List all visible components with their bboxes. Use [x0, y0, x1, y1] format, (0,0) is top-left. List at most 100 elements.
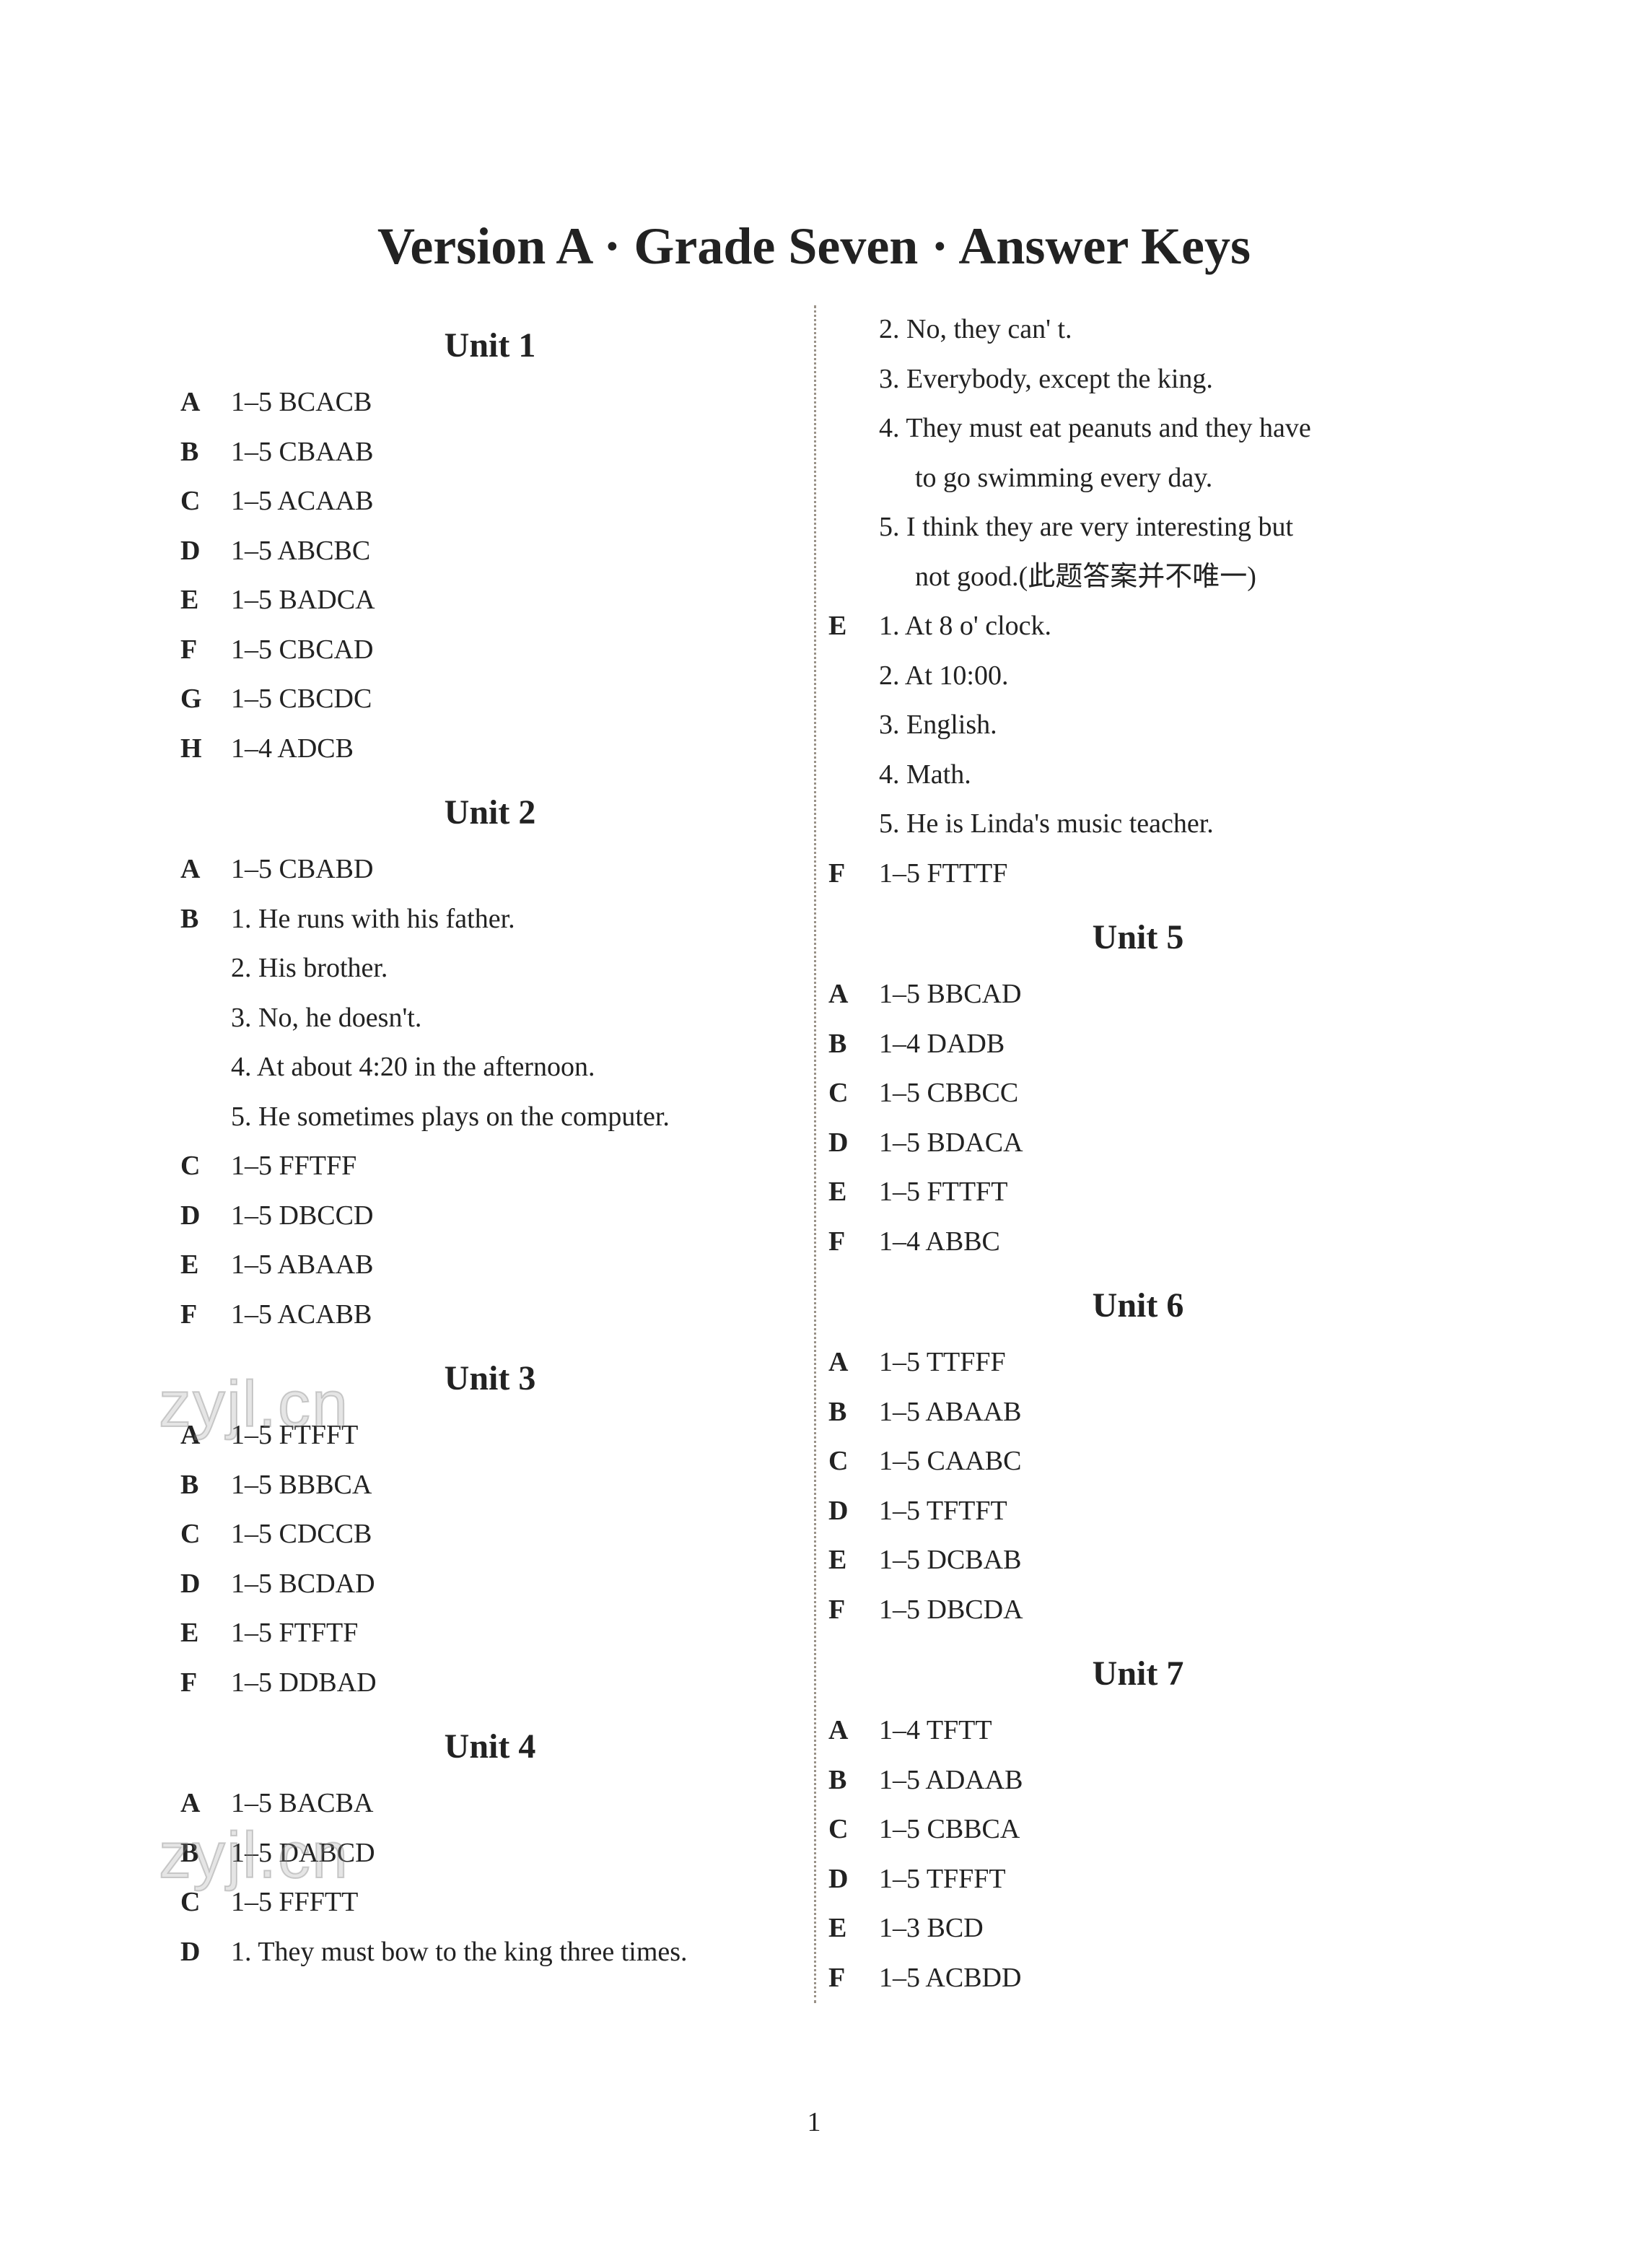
- section-label: A: [180, 1411, 231, 1460]
- answer-row: C1–5 CAABC: [828, 1437, 1448, 1486]
- answer-text: 2. His brother.: [231, 944, 800, 993]
- section-label: B: [180, 1461, 231, 1509]
- answer-text: 1–5 CBCDC: [231, 675, 800, 723]
- section-label: F: [828, 1954, 879, 2002]
- section-label: B: [828, 1020, 879, 1068]
- answer-row: D1–5 DBCCD: [180, 1192, 800, 1240]
- section-label: D: [180, 1192, 231, 1240]
- section-label: F: [828, 1586, 879, 1634]
- section-label: B: [180, 895, 231, 943]
- answer-text: 1–5 BCDAD: [231, 1560, 800, 1608]
- answer-subrow: 4. At about 4:20 in the afternoon.: [180, 1043, 800, 1091]
- answer-text: 5. I think they are very interesting but: [879, 503, 1448, 551]
- unit-heading: Unit 5: [828, 917, 1448, 957]
- answer-row: E1–5 FTTFT: [828, 1168, 1448, 1216]
- answer-text: 1–5 BDACA: [879, 1119, 1448, 1167]
- answer-text: 1–4 DADB: [879, 1020, 1448, 1068]
- section-label: D: [828, 1855, 879, 1903]
- section-label: B: [828, 1756, 879, 1805]
- answer-text: 1–5 BBCAD: [879, 970, 1448, 1019]
- answer-text: 5. He is Linda's music teacher.: [879, 800, 1448, 848]
- answer-text: 1–5 ACAAB: [231, 477, 800, 525]
- columns: Unit 1A1–5 BCACBB1–5 CBAABC1–5 ACAABD1–5…: [166, 305, 1462, 2003]
- answer-row: E1–5 DCBAB: [828, 1536, 1448, 1584]
- section-label-empty: [180, 1043, 231, 1091]
- answer-row: D1–5 TFTFT: [828, 1487, 1448, 1535]
- answer-text: 1–5 DDBAD: [231, 1659, 800, 1707]
- answer-subrow: 3. English.: [828, 701, 1448, 749]
- answer-row: E1–5 ABAAB: [180, 1241, 800, 1289]
- section-label: H: [180, 725, 231, 773]
- answer-subrow: not good.(此题答案并不唯一): [828, 553, 1448, 601]
- answer-text: 1–5 TTFFF: [879, 1338, 1448, 1387]
- answer-row: C1–5 CBBCC: [828, 1069, 1448, 1117]
- answer-text: 1–5 BADCA: [231, 576, 800, 624]
- answer-text: 1–5 ABAAB: [879, 1388, 1448, 1436]
- section-label: E: [180, 1609, 231, 1657]
- section-label: A: [180, 378, 231, 427]
- answer-text: 1–4 ADCB: [231, 725, 800, 773]
- answer-row: D1. They must bow to the king three time…: [180, 1928, 800, 1976]
- section-label-empty: [828, 751, 879, 799]
- section-label: C: [180, 477, 231, 525]
- unit-heading: Unit 6: [828, 1286, 1448, 1325]
- answer-subrow: 5. He sometimes plays on the computer.: [180, 1093, 800, 1141]
- answer-text: 1–5 TFFFT: [879, 1855, 1448, 1903]
- page: Version A · Grade Seven · Answer Keys Un…: [0, 0, 1628, 2268]
- section-label: E: [828, 602, 879, 650]
- answer-row: F1–5 FTTTF: [828, 850, 1448, 898]
- section-label: B: [828, 1388, 879, 1436]
- section-label-empty: [828, 454, 879, 502]
- section-label: [828, 305, 879, 354]
- answer-text: 1–5 BACBA: [231, 1779, 800, 1828]
- section-label-empty: [828, 800, 879, 848]
- answer-text: 1–4 ABBC: [879, 1218, 1448, 1266]
- section-label: D: [828, 1487, 879, 1535]
- answer-row: B1. He runs with his father.: [180, 895, 800, 943]
- section-label: B: [180, 1829, 231, 1877]
- unit-heading: Unit 2: [180, 793, 800, 832]
- answer-row: C1–5 CBBCA: [828, 1805, 1448, 1854]
- answer-row: H1–4 ADCB: [180, 725, 800, 773]
- page-number: 1: [808, 2106, 821, 2138]
- section-label: F: [180, 1291, 231, 1339]
- right-column: 2. No, they can' t.3. Everybody, except …: [814, 305, 1462, 2003]
- section-label: C: [180, 1142, 231, 1190]
- answer-text: 1–5 FFTFF: [231, 1142, 800, 1190]
- section-label: A: [828, 1338, 879, 1387]
- answer-text: 1–5 CDCCB: [231, 1510, 800, 1558]
- answer-text: 4. They must eat peanuts and they have: [879, 404, 1448, 453]
- answer-row: A1–5 FTFFT: [180, 1411, 800, 1460]
- section-label: A: [180, 1779, 231, 1828]
- answer-text: 1. He runs with his father.: [231, 895, 800, 943]
- answer-text: 1–5 FFFTT: [231, 1878, 800, 1927]
- answer-row: C1–5 FFTFF: [180, 1142, 800, 1190]
- section-label: D: [180, 1928, 231, 1976]
- answer-text: 3. Everybody, except the king.: [879, 355, 1448, 404]
- answer-text: 1–5 ADAAB: [879, 1756, 1448, 1805]
- section-label: E: [180, 576, 231, 624]
- answer-row: D1–5 TFFFT: [828, 1855, 1448, 1903]
- answer-row: D1–5 BCDAD: [180, 1560, 800, 1608]
- answer-row: C1–5 ACAAB: [180, 477, 800, 525]
- answer-text: 4. At about 4:20 in the afternoon.: [231, 1043, 800, 1091]
- answer-subrow: 2. At 10:00.: [828, 652, 1448, 700]
- answer-row: B1–5 CBAAB: [180, 428, 800, 476]
- answer-row: 2. No, they can' t.: [828, 305, 1448, 354]
- answer-text: 1–5 CBBCC: [879, 1069, 1448, 1117]
- section-label-empty: [828, 503, 879, 551]
- answer-text: 5. He sometimes plays on the computer.: [231, 1093, 800, 1141]
- section-label: F: [828, 850, 879, 898]
- section-label-empty: [828, 652, 879, 700]
- answer-text: 1–3 BCD: [879, 1904, 1448, 1953]
- section-label: D: [828, 1119, 879, 1167]
- answer-row: D1–5 ABCBC: [180, 527, 800, 575]
- answer-row: A1–5 CBABD: [180, 845, 800, 894]
- answer-text: 1–4 TFTT: [879, 1706, 1448, 1755]
- answer-text: 1. At 8 o' clock.: [879, 602, 1448, 650]
- section-label-empty: [828, 404, 879, 453]
- answer-row: C1–5 FFFTT: [180, 1878, 800, 1927]
- answer-subrow: 4. Math.: [828, 751, 1448, 799]
- section-label: B: [180, 428, 231, 476]
- answer-text: 1–5 ABAAB: [231, 1241, 800, 1289]
